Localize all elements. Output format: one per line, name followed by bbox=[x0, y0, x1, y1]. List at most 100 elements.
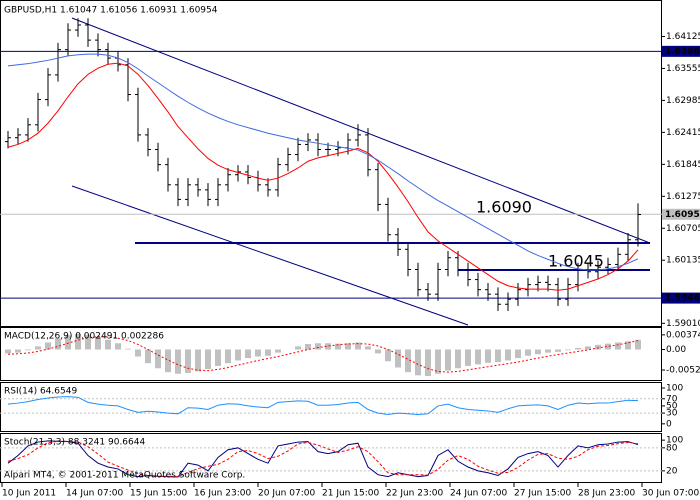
y-tick-label: 1.59010 bbox=[666, 319, 700, 329]
price-level-box bbox=[662, 45, 700, 57]
x-tick-label: 22 Jun 23:00 bbox=[386, 489, 443, 499]
macd-frame bbox=[0, 327, 662, 381]
histogram-bar bbox=[215, 349, 221, 366]
histogram-bar bbox=[35, 346, 41, 350]
histogram-bar bbox=[75, 333, 81, 350]
histogram-bar bbox=[15, 349, 21, 353]
histogram-bar bbox=[365, 346, 371, 350]
histogram-bar bbox=[235, 349, 241, 361]
x-tick-label: 16 Jun 23:00 bbox=[194, 489, 251, 499]
histogram-bar bbox=[245, 349, 251, 359]
x-tick-label: 21 Jun 15:00 bbox=[322, 489, 379, 499]
y-tick-label: 1.62415 bbox=[666, 128, 700, 138]
annotation: 1.6045 bbox=[548, 252, 604, 271]
histogram-bar bbox=[125, 348, 131, 350]
histogram-bar bbox=[295, 346, 301, 350]
histogram-bar bbox=[195, 349, 201, 372]
histogram-bar bbox=[525, 349, 531, 356]
histogram-bar bbox=[145, 349, 151, 364]
price-level-label: 1.60954 bbox=[665, 210, 700, 220]
stochastic-line bbox=[7, 440, 639, 478]
histogram-bar bbox=[535, 349, 541, 355]
stoch-frame bbox=[0, 433, 662, 483]
trend-line-upper bbox=[71, 17, 651, 244]
histogram-bar bbox=[475, 349, 481, 365]
x-tick-label: 27 Jun 15:00 bbox=[514, 489, 571, 499]
histogram-bar bbox=[45, 342, 51, 350]
histogram-bar bbox=[305, 344, 311, 350]
panel-title: MACD(12,26,9) 0.002491 0.002286 bbox=[4, 332, 164, 342]
histogram-bar bbox=[95, 336, 101, 350]
histogram-bar bbox=[565, 349, 571, 351]
price-level-label: 1.63860 bbox=[665, 47, 700, 57]
histogram-bar bbox=[55, 338, 61, 350]
price-frame bbox=[0, 0, 662, 327]
histogram-bar bbox=[255, 349, 261, 357]
histogram-bar bbox=[515, 349, 521, 359]
indicator-line bbox=[7, 396, 639, 416]
histogram-bar bbox=[495, 349, 501, 363]
annotation: 1.6090 bbox=[476, 198, 532, 217]
stochastic-line bbox=[7, 440, 639, 478]
y-tick-label: 1.64125 bbox=[666, 32, 700, 42]
histogram-bar bbox=[605, 343, 611, 350]
histogram-bar bbox=[5, 349, 11, 354]
histogram-bar bbox=[555, 349, 561, 352]
histogram-bar bbox=[325, 343, 331, 350]
histogram-bar bbox=[465, 349, 471, 366]
histogram-bar bbox=[595, 344, 601, 350]
histogram-bar bbox=[355, 342, 361, 350]
histogram-bar bbox=[165, 349, 171, 373]
x-tick-label: 15 Jun 15:00 bbox=[130, 489, 187, 499]
y-tick-label: 100 bbox=[666, 384, 683, 394]
y-tick-label: 1.61845 bbox=[666, 160, 700, 170]
x-tick-label: 30 Jun 07:00 bbox=[642, 489, 699, 499]
histogram-bar bbox=[105, 339, 111, 350]
panel-title: Stoch(21,3,3) 88.3241 90.6644 bbox=[4, 438, 145, 448]
y-tick-label: 30 bbox=[666, 409, 678, 419]
histogram-bar bbox=[265, 349, 271, 356]
trend-line-lower bbox=[71, 185, 469, 326]
y-tick-label: -0.00524 bbox=[666, 365, 700, 375]
x-tick-label: 20 Jun 07:00 bbox=[258, 489, 315, 499]
histogram-bar bbox=[175, 349, 181, 374]
histogram-bar bbox=[275, 349, 281, 353]
histogram-bar bbox=[335, 343, 341, 350]
histogram-bar bbox=[425, 349, 431, 377]
y-tick-label: 1.60135 bbox=[666, 256, 700, 266]
y-tick-label: 20 bbox=[666, 466, 678, 476]
y-tick-label: 1.61275 bbox=[666, 192, 700, 202]
histogram-bar bbox=[505, 349, 511, 361]
moving-average bbox=[7, 62, 639, 291]
y-tick-label: 1.63555 bbox=[666, 64, 700, 74]
histogram-bar bbox=[415, 349, 421, 376]
histogram-bar bbox=[225, 349, 231, 364]
histogram-bar bbox=[405, 349, 411, 373]
histogram-bar bbox=[585, 346, 591, 350]
histogram-bar bbox=[375, 349, 381, 354]
x-tick-label: 28 Jun 23:00 bbox=[578, 489, 635, 499]
histogram-bar bbox=[625, 341, 631, 350]
histogram-bar bbox=[575, 347, 581, 350]
rsi-frame bbox=[0, 382, 662, 432]
histogram-bar bbox=[155, 349, 161, 369]
y-tick-label: 70 bbox=[666, 394, 678, 404]
y-tick-label: 50 bbox=[666, 401, 678, 411]
histogram-bar bbox=[395, 349, 401, 368]
panel-title: RSI(14) 64.6549 bbox=[4, 387, 77, 397]
price-level-box bbox=[662, 208, 700, 220]
price-level-label: 1.59460 bbox=[665, 294, 700, 304]
y-tick-label: 1.60705 bbox=[666, 224, 700, 234]
x-tick-label: 10 Jun 2011 bbox=[2, 489, 56, 499]
panel-title: GBPUSD,H1 1.61047 1.61056 1.60931 1.6095… bbox=[4, 6, 218, 16]
y-tick-label: 0.003748 bbox=[666, 330, 700, 340]
histogram-bar bbox=[25, 349, 31, 351]
histogram-bar bbox=[545, 349, 551, 353]
y-tick-label: 1.62985 bbox=[666, 96, 700, 106]
price-level-box bbox=[662, 292, 700, 304]
histogram-bar bbox=[445, 349, 451, 371]
histogram-bar bbox=[485, 349, 491, 363]
histogram-bar bbox=[135, 349, 141, 357]
watermark: Alpari MT4, © 2001-2011 MetaQuotes Softw… bbox=[4, 471, 245, 481]
